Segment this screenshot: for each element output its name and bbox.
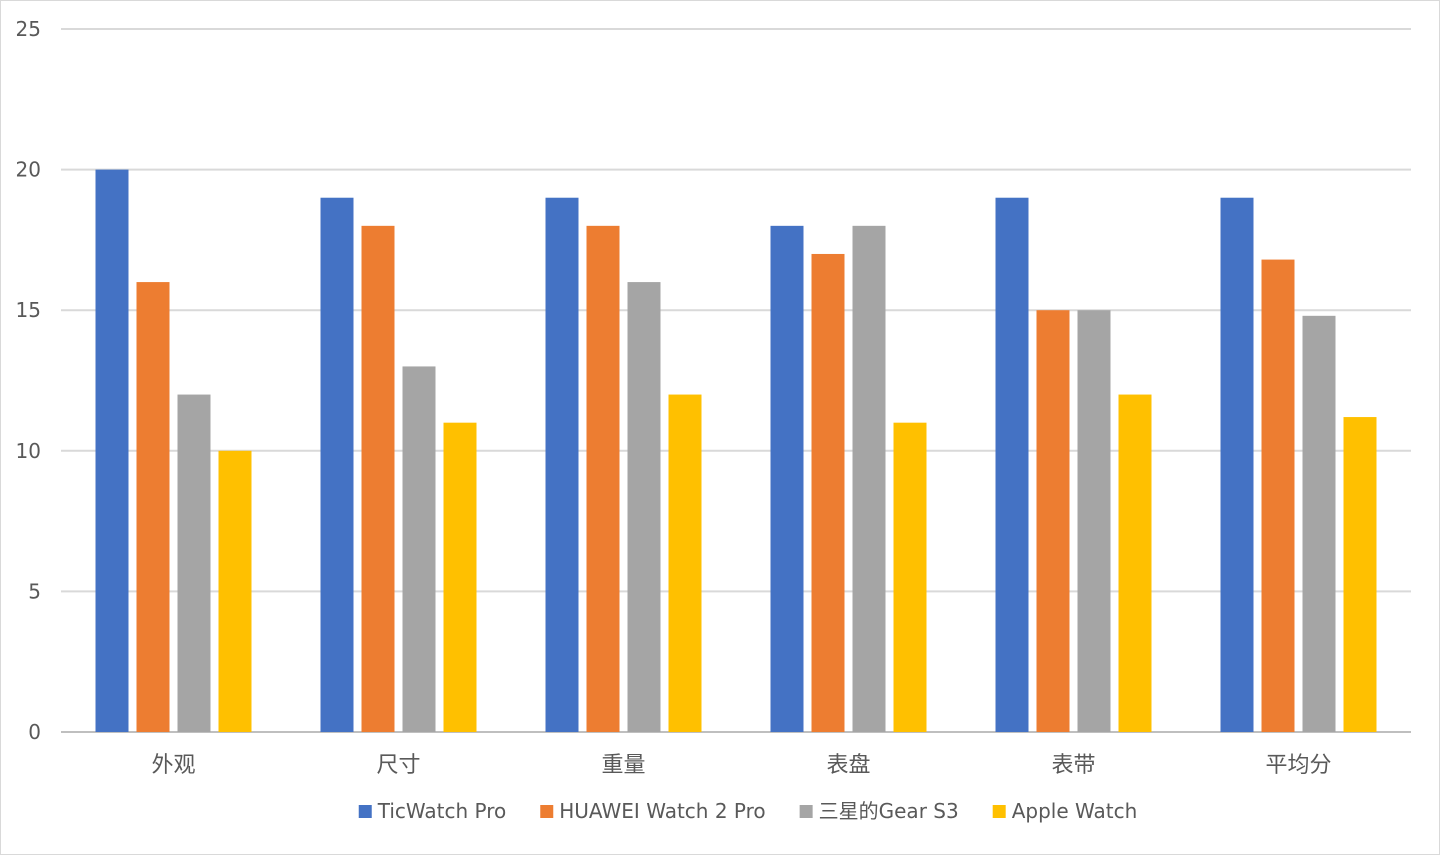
y-tick-label: 15 xyxy=(16,298,41,322)
bar-4-4 xyxy=(893,422,927,732)
legend-item: HUAWEI Watch 2 Pro xyxy=(540,799,766,823)
bar-3-3 xyxy=(627,282,661,732)
legend-swatch xyxy=(799,805,813,818)
legend-swatch xyxy=(540,805,554,818)
x-category-label: 表带 xyxy=(1051,753,1095,778)
legend-item: Apple Watch xyxy=(992,799,1138,823)
bar-1-6 xyxy=(1220,197,1254,733)
bar-1-4 xyxy=(770,225,804,732)
legend-label: Apple Watch xyxy=(1012,799,1138,823)
bars xyxy=(95,169,1377,733)
legend-item: TicWatch Pro xyxy=(358,799,507,823)
legend-swatch xyxy=(992,805,1006,818)
bar-4-5 xyxy=(1118,394,1152,732)
bar-4-1 xyxy=(218,450,252,732)
bar-3-4 xyxy=(852,225,886,732)
bar-1-1 xyxy=(95,169,129,733)
y-tick-label: 5 xyxy=(28,579,41,603)
y-tick-label: 0 xyxy=(28,720,41,744)
bar-1-5 xyxy=(995,197,1029,733)
legend-swatch xyxy=(358,805,372,818)
bar-1-3 xyxy=(545,197,579,733)
legend: TicWatch Pro HUAWEI Watch 2 Pro 三星的Gear S3… xyxy=(358,799,1138,823)
y-tick-label: 10 xyxy=(16,439,41,463)
bar-4-6 xyxy=(1343,417,1377,732)
bar-2-3 xyxy=(586,225,620,732)
axes: 0 5 10 15 20 25 外观 尺寸 重量 表盘 表带 平均分 xyxy=(16,17,1332,778)
gridlines xyxy=(61,28,1411,733)
y-tick-label: 25 xyxy=(16,17,41,41)
legend-label: 三星的Gear S3 xyxy=(819,799,959,823)
legend-label: TicWatch Pro xyxy=(377,799,507,823)
bar-2-6 xyxy=(1261,259,1295,732)
bar-4-3 xyxy=(668,394,702,732)
bar-2-1 xyxy=(136,282,170,732)
legend-item: 三星的Gear S3 xyxy=(799,799,959,823)
bar-1-2 xyxy=(320,197,354,733)
bar-3-1 xyxy=(177,394,211,732)
bar-3-5 xyxy=(1077,310,1111,732)
bar-2-5 xyxy=(1036,310,1070,732)
x-category-label: 表盘 xyxy=(826,753,870,778)
bar-2-4 xyxy=(811,253,845,732)
x-category-label: 重量 xyxy=(601,753,645,778)
x-category-label: 平均分 xyxy=(1265,753,1331,778)
bar-4-2 xyxy=(443,422,477,732)
bar-2-2 xyxy=(361,225,395,732)
bar-3-2 xyxy=(402,366,436,732)
legend-label: HUAWEI Watch 2 Pro xyxy=(559,799,765,823)
x-category-label: 尺寸 xyxy=(376,753,420,778)
x-category-label: 外观 xyxy=(151,753,195,778)
bar-3-6 xyxy=(1302,315,1336,732)
y-tick-label: 20 xyxy=(16,158,41,182)
